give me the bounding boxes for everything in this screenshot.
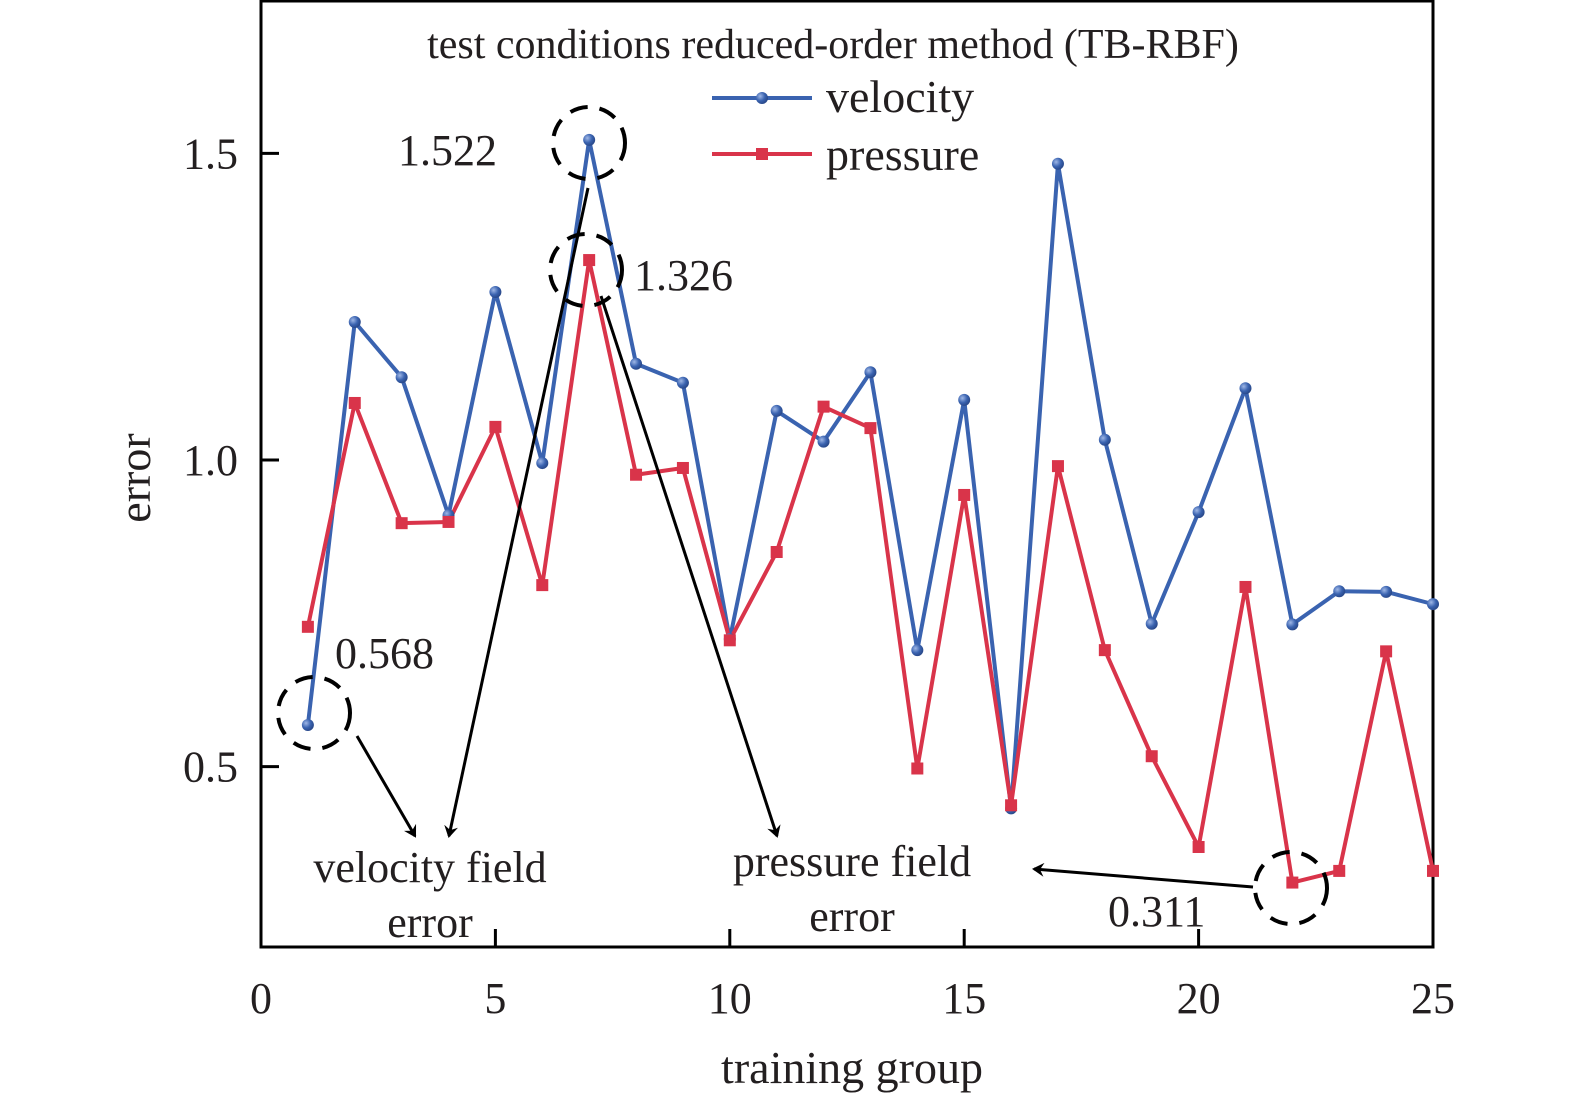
- data-point-velocity: [489, 285, 502, 298]
- x-tick-label: 5: [484, 974, 506, 1023]
- data-point-velocity: [911, 644, 924, 657]
- data-point-pressure: [958, 488, 971, 501]
- data-point-pressure: [301, 620, 314, 633]
- data-point-velocity: [536, 457, 549, 470]
- x-tick-label: 20: [1177, 974, 1221, 1023]
- x-tick-label: 0: [250, 974, 272, 1023]
- annotation-label-0311: 0.311: [1108, 887, 1205, 936]
- data-point-pressure: [864, 422, 877, 435]
- data-point-pressure: [1145, 750, 1158, 763]
- data-point-velocity: [1192, 506, 1205, 519]
- y-tick-label: 1.5: [183, 129, 238, 178]
- legend-label-velocity: velocity: [826, 71, 974, 122]
- data-point-pressure: [723, 634, 736, 647]
- axes-ticks: 0 5 10 15 20 25 0.5 1.0 1.5: [183, 129, 1455, 1023]
- y-tick-label: 0.5: [183, 743, 238, 792]
- data-point-velocity: [301, 718, 314, 731]
- highlight-circle-velocity-min: [276, 675, 352, 751]
- data-point-velocity: [630, 357, 643, 370]
- data-point-velocity: [1098, 433, 1111, 446]
- series-markers: [301, 133, 1439, 889]
- highlight-circle-velocity-peak: [551, 105, 627, 181]
- callout-velocity-line2: error: [387, 898, 473, 947]
- x-tick-label: 25: [1411, 974, 1455, 1023]
- legend-title: test conditions reduced-order method (TB…: [427, 22, 1239, 68]
- x-tick-label: 15: [942, 974, 986, 1023]
- data-point-velocity: [958, 393, 971, 406]
- legend-entry-pressure: pressure: [712, 129, 979, 180]
- data-point-pressure: [442, 515, 455, 528]
- data-point-pressure: [630, 468, 643, 481]
- data-point-pressure: [911, 762, 924, 775]
- annotations: 1.522 1.326 0.568 0.311 velocity field e…: [276, 105, 1329, 947]
- callout-pressure-line1: pressure field: [733, 837, 971, 886]
- plot-frame: [259, 0, 1435, 949]
- data-point-pressure: [1192, 840, 1205, 853]
- annotation-label-0568: 0.568: [335, 629, 434, 678]
- legend-label-pressure: pressure: [826, 129, 979, 180]
- data-point-pressure: [770, 545, 783, 558]
- data-point-pressure: [1286, 876, 1299, 889]
- data-point-velocity: [1239, 382, 1252, 395]
- data-point-pressure: [1239, 580, 1252, 593]
- data-point-pressure: [1427, 864, 1439, 877]
- data-point-velocity: [1286, 618, 1299, 631]
- data-point-pressure: [395, 517, 408, 530]
- series-line-pressure: [305, 258, 1435, 885]
- x-axis-title: training group: [721, 1042, 983, 1093]
- data-point-pressure: [489, 420, 502, 433]
- data-point-pressure: [348, 396, 361, 409]
- highlight-circle-pressure-peak: [548, 232, 624, 308]
- data-point-velocity: [395, 371, 408, 384]
- data-point-pressure: [817, 400, 830, 413]
- data-point-velocity: [676, 376, 689, 389]
- arrow-0568-to-velocity-field: [355, 735, 417, 838]
- data-point-velocity: [864, 366, 877, 379]
- data-point-velocity: [1051, 157, 1064, 170]
- highlight-circle-pressure-min: [1253, 850, 1329, 926]
- legend-entry-velocity: velocity: [712, 71, 974, 122]
- arrow-1326-to-pressure-field: [599, 295, 781, 838]
- annotation-label-1326: 1.326: [634, 251, 733, 300]
- data-point-pressure: [583, 254, 596, 267]
- data-point-velocity: [817, 435, 830, 448]
- x-tick-label: 10: [708, 974, 752, 1023]
- annotation-label-1522: 1.522: [398, 126, 497, 175]
- data-point-velocity: [1380, 585, 1393, 598]
- data-point-pressure: [1051, 460, 1064, 473]
- data-point-pressure: [536, 579, 549, 592]
- arrow-0311-to-pressure-field: [1032, 862, 1254, 889]
- data-point-pressure: [676, 461, 689, 474]
- data-point-pressure: [1333, 864, 1346, 877]
- data-point-pressure: [1098, 644, 1111, 657]
- legend-marker-pressure: [756, 148, 768, 160]
- legend-marker-velocity: [756, 92, 768, 104]
- data-point-velocity: [770, 404, 783, 417]
- data-point-pressure: [1005, 799, 1018, 812]
- callout-velocity-line1: velocity field: [313, 843, 546, 892]
- callout-pressure-line2: error: [809, 892, 895, 941]
- data-point-velocity: [1145, 617, 1158, 630]
- data-point-velocity: [348, 316, 361, 329]
- data-point-velocity: [583, 133, 596, 146]
- series-lines: [305, 137, 1435, 885]
- y-axis-title: error: [109, 433, 160, 522]
- data-point-velocity: [1427, 598, 1439, 611]
- data-point-pressure: [1380, 645, 1393, 658]
- y-tick-label: 1.0: [183, 436, 238, 485]
- arrow-1522-to-velocity-field: [444, 187, 590, 838]
- data-point-velocity: [1333, 585, 1346, 598]
